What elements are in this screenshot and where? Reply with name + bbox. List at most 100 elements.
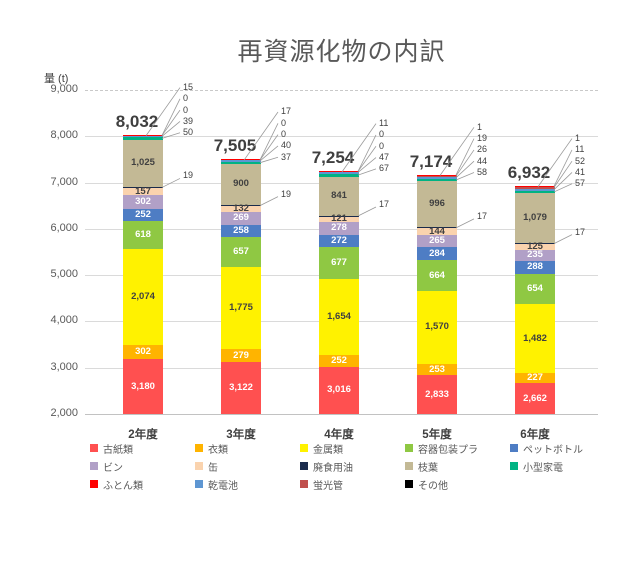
callout-value-label: 11 (379, 118, 389, 129)
callout-value-label: 44 (477, 155, 488, 166)
bar-segment (221, 159, 261, 162)
legend-swatch (300, 462, 308, 470)
bar-segment (417, 227, 457, 229)
bar-segment (515, 260, 555, 274)
bar-segment (319, 170, 359, 172)
bar-segment (123, 220, 163, 250)
legend-swatch (90, 444, 98, 452)
bar-segment (221, 163, 261, 206)
total-value-label: 7,505 (213, 136, 257, 156)
bar-segment (515, 273, 555, 305)
bar-segment (515, 249, 555, 261)
gridline (85, 136, 598, 138)
bar-segment (319, 247, 359, 279)
bar-segment (515, 372, 555, 384)
bar-segment (123, 187, 163, 188)
callout-value-label: 47 (379, 152, 390, 163)
bar-segment (123, 134, 163, 136)
bar-segment (417, 234, 457, 248)
bar-segment (417, 260, 457, 292)
legend-swatch (90, 480, 98, 488)
legend-label: 小型家電 (523, 462, 563, 474)
bar-segment (319, 171, 359, 174)
callout-value-label: 11 (575, 144, 585, 155)
bar-segment (123, 249, 163, 346)
bar-segment (319, 355, 359, 367)
legend-label: 古紙類 (103, 444, 133, 456)
bar-segment (221, 161, 261, 164)
callout-value-label: 0 (183, 93, 189, 104)
leader-line (553, 234, 573, 244)
x-axis-category-label: 4年度 (324, 429, 354, 441)
legend-item: 古紙類 (90, 442, 195, 456)
callout-value-label: 37 (281, 151, 292, 162)
total-value-label: 7,174 (409, 151, 453, 171)
bar-segment (221, 159, 261, 160)
bar-segment (221, 236, 261, 267)
legend-item: 廃食用油 (300, 460, 405, 474)
bar-segment (417, 291, 457, 364)
x-axis-category-label: 6年度 (520, 429, 550, 441)
bar-segment (417, 176, 457, 179)
legend-label: 缶 (208, 462, 218, 474)
legend-swatch (195, 480, 203, 488)
legend-label: ペットボトル (523, 444, 583, 456)
x-axis-category-label: 3年度 (226, 429, 256, 441)
legend-label: その他 (418, 480, 448, 492)
legend-item: ペットボトル (510, 442, 615, 456)
callout-value-label: 67 (379, 163, 390, 174)
legend-swatch (195, 462, 203, 470)
callout-value-label: 0 (379, 140, 385, 151)
legend-item: 枝葉 (405, 460, 510, 474)
bar-segment (319, 221, 359, 235)
bar-segment (417, 363, 457, 376)
legend-swatch (195, 444, 203, 452)
bar-segment (515, 188, 555, 191)
bar-segment (319, 278, 359, 356)
legend-item: 蛍光管 (300, 478, 405, 492)
bar-segment (123, 359, 163, 414)
legend-label: 金属類 (313, 444, 343, 456)
y-tick-label: 8,000 (50, 129, 78, 142)
bar-segment (319, 215, 359, 217)
total-value-label: 7,254 (311, 147, 355, 167)
bar-segment (123, 187, 163, 196)
y-tick-label: 4,000 (50, 314, 78, 327)
bar-segment (417, 178, 457, 182)
callout-value-label: 26 (477, 144, 488, 155)
legend-label: 蛍光管 (313, 480, 343, 492)
y-tick-label: 3,000 (50, 360, 78, 373)
legend-label: 枝葉 (418, 462, 438, 474)
leader-line (259, 156, 279, 164)
legend-swatch (405, 480, 413, 488)
y-tick-label: 9,000 (50, 83, 78, 95)
bar-segment (417, 174, 457, 176)
bar-segment (417, 181, 457, 228)
bar-segment (123, 135, 163, 138)
bar-segment (319, 366, 359, 414)
callout-value-label: 17 (477, 210, 488, 221)
callout-value-label: 19 (281, 188, 292, 199)
legend-swatch (90, 462, 98, 470)
callout-value-label: 0 (281, 129, 287, 140)
leader-line (455, 172, 475, 181)
total-value-label: 6,932 (507, 162, 551, 182)
legend-label: 乾電池 (208, 480, 238, 492)
legend-item: 缶 (195, 460, 300, 474)
callout-value-label: 1 (477, 121, 483, 132)
bar-segment (515, 193, 555, 244)
bar-segment (417, 247, 457, 261)
callout-value-label: 39 (183, 115, 194, 126)
bar-segment (123, 345, 163, 360)
legend-swatch (405, 462, 413, 470)
callout-value-label: 50 (183, 127, 194, 138)
bar-segment (123, 137, 163, 140)
bar-segment (123, 139, 163, 187)
legend-item: 衣類 (195, 442, 300, 456)
callout-value-label: 40 (281, 140, 292, 151)
bar-segment (319, 216, 359, 222)
legend: 古紙類 衣類 金属類 容器包装プラ ペットボトル ビン 缶 廃食用油 枝葉 小型家電 ふとん類 乾電池… (90, 442, 615, 492)
bar-segment (417, 175, 457, 177)
bar-segment (221, 224, 261, 237)
callout-value-label: 0 (379, 129, 385, 140)
